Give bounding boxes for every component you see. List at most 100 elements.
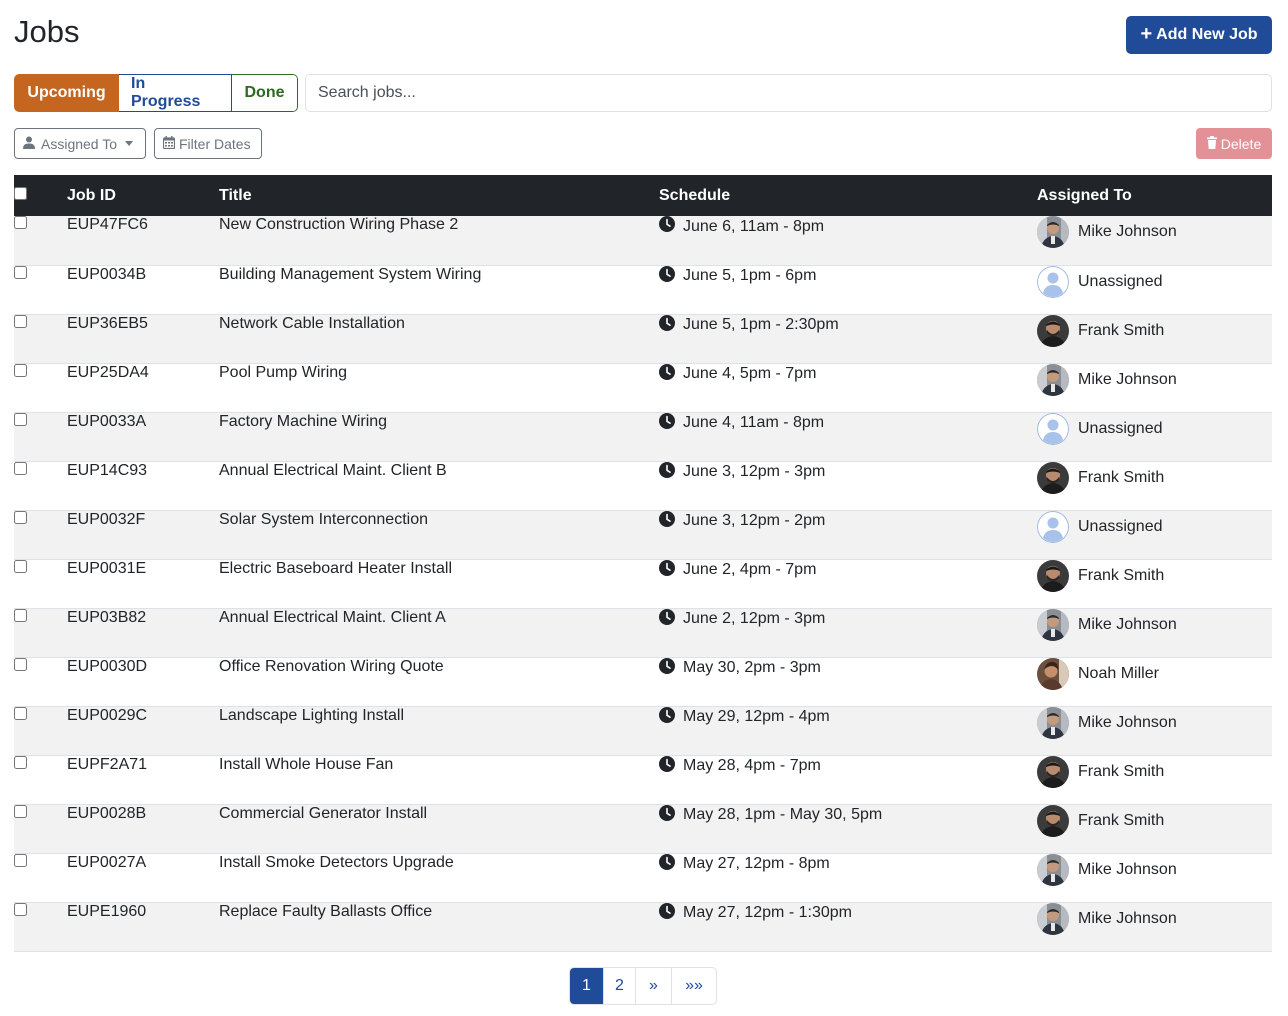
schedule-text: May 29, 12pm - 4pm [683,708,830,725]
schedule-text: June 6, 11am - 8pm [683,217,825,235]
table-row[interactable]: EUPF2A71 Install Whole House Fan May 28, 4… [14,755,1272,805]
row-checkbox[interactable] [14,412,27,426]
search-input[interactable] [305,74,1272,112]
job-id-cell: EUP03B82 [67,608,219,658]
page-2-button[interactable]: 2 [603,968,635,1004]
table-row[interactable]: EUP0029C Landscape Lighting Install May 29… [14,706,1272,756]
row-select-cell [14,510,67,560]
schedule-text: June 2, 4pm - 7pm [683,561,817,578]
avatar [1037,608,1069,641]
row-checkbox[interactable] [14,755,27,769]
assignee-name: Frank Smith [1078,566,1165,584]
job-id-cell: EUP0027A [67,853,219,903]
select-all-checkbox[interactable] [14,186,27,200]
plus-icon: + [1140,23,1153,45]
header-assigned-to[interactable]: Assigned To [1037,186,1132,204]
clock-icon [659,412,675,434]
job-title-cell: Replace Faulty Ballasts Office [219,902,659,952]
select-all-cell [14,175,67,216]
table-row[interactable]: EUP0028B Commercial Generator Install May … [14,804,1272,854]
schedule-text: May 28, 4pm - 7pm [683,757,821,774]
avatar [1037,314,1069,347]
row-checkbox[interactable] [14,804,27,818]
row-select-cell [14,657,67,707]
table-row[interactable]: EUP03B82 Annual Electrical Maint. Client … [14,608,1272,658]
assignee-name: Mike Johnson [1078,860,1177,878]
clock-icon [659,706,675,728]
assigned-to-cell: Mike Johnson [1037,363,1272,413]
assigned-to-cell: Frank Smith [1037,755,1272,805]
row-checkbox[interactable] [14,314,27,328]
tab-upcoming[interactable]: Upcoming [14,74,119,112]
schedule-text: May 28, 1pm - May 30, 5pm [683,806,883,823]
job-title-cell: Annual Electrical Maint. Client B [219,461,659,511]
row-checkbox[interactable] [14,510,27,524]
page-1-button[interactable]: 1 [570,968,603,1004]
table-row[interactable]: EUP0032F Solar System Interconnection June… [14,510,1272,560]
schedule-cell: May 28, 1pm - May 30, 5pm [659,804,1037,854]
table-row[interactable]: EUP0031E Electric Baseboard Heater Instal… [14,559,1272,609]
table-row[interactable]: EUP0033A Factory Machine Wiring June 4, 11… [14,412,1272,462]
header-job-id[interactable]: Job ID [67,186,116,204]
assigned-to-cell: Unassigned [1037,265,1272,315]
row-checkbox[interactable] [14,265,27,279]
table-row[interactable]: EUP0034B Building Management System Wirin… [14,265,1272,315]
pagination: 1 2 » »» [569,967,717,1005]
tab-in-progress[interactable]: In Progress [119,74,232,112]
schedule-cell: June 2, 12pm - 3pm [659,608,1037,658]
row-checkbox[interactable] [14,461,27,475]
calendar-icon [162,135,176,152]
last-page-button[interactable]: »» [671,968,716,1004]
job-id-cell: EUP0032F [67,510,219,560]
schedule-cell: June 5, 1pm - 6pm [659,265,1037,315]
assignee-name: Mike Johnson [1078,615,1177,633]
row-checkbox[interactable] [14,363,27,377]
table-row[interactable]: EUP25DA4 Pool Pump Wiring June 4, 5pm - 7p… [14,363,1272,413]
table-row[interactable]: EUP47FC6 New Construction Wiring Phase 2 J… [14,216,1272,266]
row-select-cell [14,314,67,364]
job-title-cell: Install Smoke Detectors Upgrade [219,853,659,903]
filter-dates-button[interactable]: Filter Dates [154,128,262,159]
table-row[interactable]: EUP0030D Office Renovation Wiring Quote Ma… [14,657,1272,707]
job-id-cell: EUP14C93 [67,461,219,511]
job-id-cell: EUP0028B [67,804,219,854]
table-row[interactable]: EUP14C93 Annual Electrical Maint. Client … [14,461,1272,511]
header-title[interactable]: Title [219,186,252,204]
jobs-table: Job ID Title Schedule Assigned To EUP47F… [14,175,1272,952]
job-title-cell: Factory Machine Wiring [219,412,659,462]
schedule-cell: June 3, 12pm - 2pm [659,510,1037,560]
job-id-cell: EUP0030D [67,657,219,707]
clock-icon [659,755,675,777]
row-checkbox[interactable] [14,559,27,573]
assigned-to-dropdown[interactable]: Assigned To [14,128,146,159]
row-checkbox[interactable] [14,902,27,916]
delete-button[interactable]: Delete [1196,128,1272,159]
schedule-cell: May 27, 12pm - 1:30pm [659,902,1037,952]
job-title-cell: Annual Electrical Maint. Client A [219,608,659,658]
header-schedule[interactable]: Schedule [659,186,731,204]
assignee-name: Unassigned [1078,419,1163,437]
clock-icon [659,804,675,826]
job-id-cell: EUP0034B [67,265,219,315]
schedule-cell: May 27, 12pm - 8pm [659,853,1037,903]
row-checkbox[interactable] [14,853,27,867]
table-row[interactable]: EUP0027A Install Smoke Detectors Upgrade M… [14,853,1272,903]
add-new-job-button[interactable]: + Add New Job [1126,16,1272,54]
tab-done[interactable]: Done [232,74,298,112]
next-page-button[interactable]: » [635,968,671,1004]
row-select-cell [14,412,67,462]
table-row[interactable]: EUP36EB5 Network Cable Installation June 5… [14,314,1272,364]
table-row[interactable]: EUPE1960 Replace Faulty Ballasts Office Ma… [14,902,1272,952]
row-select-cell [14,853,67,903]
user-icon [23,136,35,152]
assignee-name: Mike Johnson [1078,713,1177,731]
job-id-cell: EUP25DA4 [67,363,219,413]
row-select-cell [14,216,67,266]
clock-icon [659,314,675,336]
row-checkbox[interactable] [14,657,27,671]
row-checkbox[interactable] [14,608,27,622]
row-checkbox[interactable] [14,706,27,720]
row-checkbox[interactable] [14,216,27,229]
clock-icon [659,363,675,385]
schedule-cell: June 4, 11am - 8pm [659,412,1037,462]
